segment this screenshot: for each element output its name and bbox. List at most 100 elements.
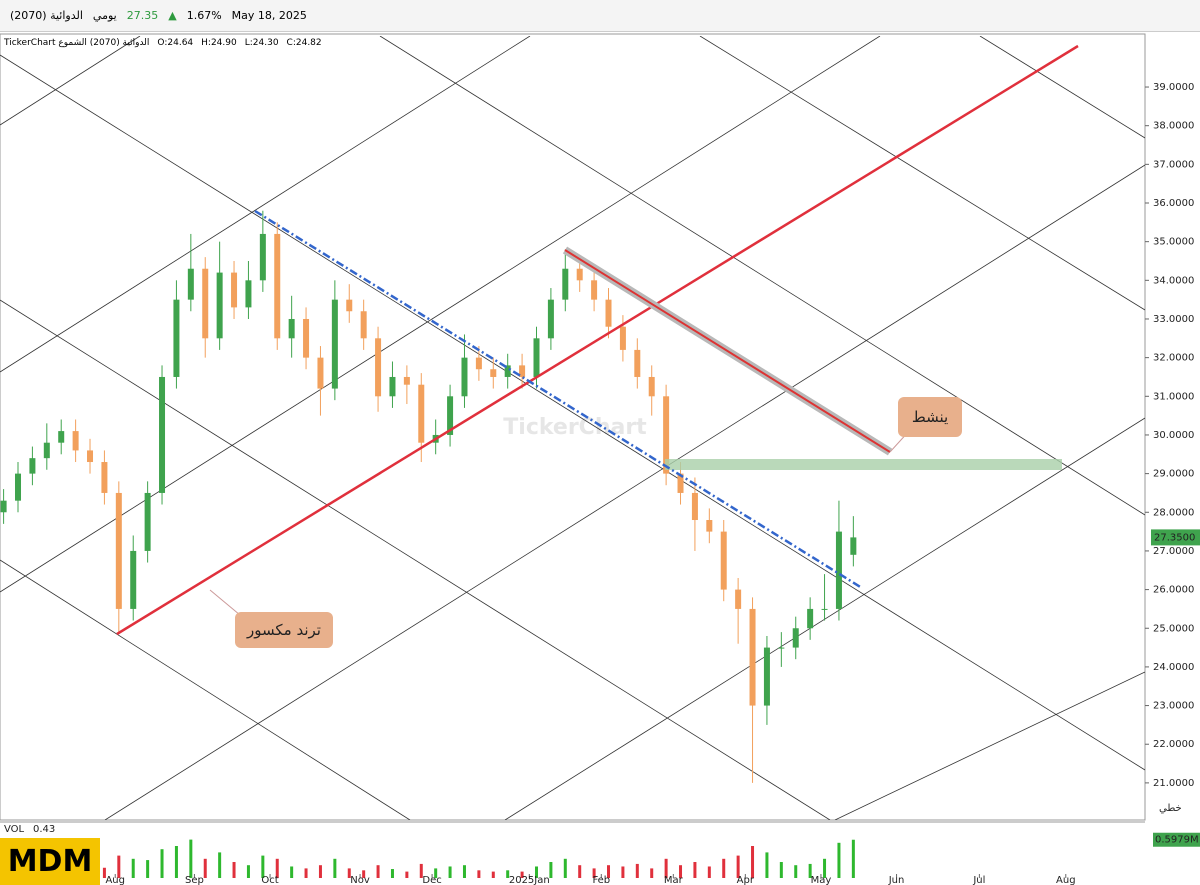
candle-body <box>461 357 468 397</box>
volume-bar <box>491 871 495 878</box>
volume-bar <box>102 867 106 878</box>
candle-body <box>346 299 353 312</box>
resistance-line <box>254 209 863 590</box>
volume-bar <box>534 866 538 878</box>
scale-label: خطي <box>1159 803 1182 814</box>
x-tick-label: May <box>811 875 832 885</box>
volume-bar <box>621 866 625 878</box>
candle-body <box>807 608 814 629</box>
x-tick-label: Feb <box>592 875 610 885</box>
top-bar: الدوائية (2070) يومي 27.35 ▲ 1.67% May 1… <box>0 0 1200 32</box>
annotation: ترند مكسور <box>235 612 333 648</box>
candle-body <box>691 492 698 521</box>
volume-bar <box>376 865 380 878</box>
trend-line <box>116 44 1079 636</box>
candle-body <box>288 318 295 339</box>
x-tick-label: Aug <box>1056 875 1076 885</box>
candle-body <box>87 450 94 463</box>
volume-bar <box>592 868 596 878</box>
volume-bar <box>477 870 481 878</box>
candle-body <box>634 349 641 377</box>
y-tick-label: 37.0000 <box>1153 159 1194 170</box>
volume-bar <box>679 865 683 878</box>
candle-body <box>533 338 540 377</box>
candle-body <box>562 268 569 300</box>
volume-bar <box>318 865 322 878</box>
y-tick-label: 38.0000 <box>1153 121 1194 132</box>
symbol: الدوائية (2070) <box>10 9 83 22</box>
volume-bar <box>131 858 135 878</box>
y-tick-label: 22.0000 <box>1153 739 1194 750</box>
volume-bar <box>160 849 164 878</box>
y-tick-label: 26.0000 <box>1153 585 1194 596</box>
candle-body <box>475 357 482 370</box>
y-tick-label: 27.0000 <box>1153 546 1194 557</box>
volume-bar <box>290 866 294 878</box>
candle-body <box>835 531 842 609</box>
y-tick-label: 25.0000 <box>1153 623 1194 634</box>
volume-bar <box>174 846 178 878</box>
period: يومي <box>92 9 117 22</box>
candle-body <box>72 431 79 451</box>
candle-body <box>706 520 713 532</box>
candle-body <box>173 299 180 377</box>
y-tick-label: 32.0000 <box>1153 353 1194 364</box>
volume-bar <box>722 858 726 878</box>
volume-bar <box>189 839 193 878</box>
candle-body <box>389 376 396 397</box>
candle-body <box>15 473 22 501</box>
logo: MDM <box>0 838 100 885</box>
legend-title: TickerChart الدوائية (2070) الشموع <box>4 38 150 48</box>
ohlc-low: L:24.30 <box>244 38 279 48</box>
candle-body <box>58 431 65 443</box>
ohlc-high: H:24.90 <box>201 38 237 48</box>
y-tick-label: 34.0000 <box>1153 275 1194 286</box>
volume-bar <box>851 839 855 878</box>
candle-body <box>231 272 238 308</box>
candle-body <box>663 396 670 474</box>
candle-body <box>159 376 166 493</box>
candle-body <box>720 531 727 590</box>
callout-pointer <box>209 589 241 616</box>
volume-bar <box>261 855 265 878</box>
y-tick-label: 39.0000 <box>1153 82 1194 93</box>
candle-body <box>576 268 583 281</box>
candle-body <box>29 458 36 474</box>
volume-title: VOL <box>4 824 25 835</box>
drawings <box>116 44 1079 636</box>
volume-bar <box>448 866 452 878</box>
candle-body <box>648 376 655 397</box>
candle-body <box>375 338 382 397</box>
volume-bar <box>823 858 827 878</box>
candle-body <box>115 492 122 609</box>
volume-bar <box>751 846 755 878</box>
candle-body <box>43 442 50 459</box>
y-tick-label: 24.0000 <box>1153 662 1194 673</box>
price-tag-label: 27.3500 <box>1154 532 1195 543</box>
volume-bar <box>736 855 740 878</box>
volume-bar <box>765 852 769 878</box>
candle-body <box>360 311 367 339</box>
x-tick-label: Sep <box>185 875 204 885</box>
volume-bar <box>664 858 668 878</box>
candle-body <box>130 550 137 609</box>
volume-bar <box>203 858 207 878</box>
legend: TickerChart الدوائية (2070) الشموع O:24.… <box>4 38 322 48</box>
volume-bar <box>520 871 524 878</box>
volume-bar <box>232 862 236 878</box>
volume-bar <box>506 870 510 878</box>
candle-body <box>0 500 7 513</box>
volume-tag <box>1153 832 1200 847</box>
volume-bar <box>837 842 841 878</box>
candle-body <box>245 280 252 308</box>
y-tick-label: 36.0000 <box>1153 198 1194 209</box>
change: 1.67% <box>186 9 222 22</box>
volume-bar <box>578 865 582 878</box>
watermark: TickerChart <box>503 415 647 440</box>
volume-bar <box>246 865 250 878</box>
volume-bar <box>635 863 639 878</box>
volume-indicator: 0.43 <box>33 824 55 835</box>
volume-bar <box>304 868 308 878</box>
